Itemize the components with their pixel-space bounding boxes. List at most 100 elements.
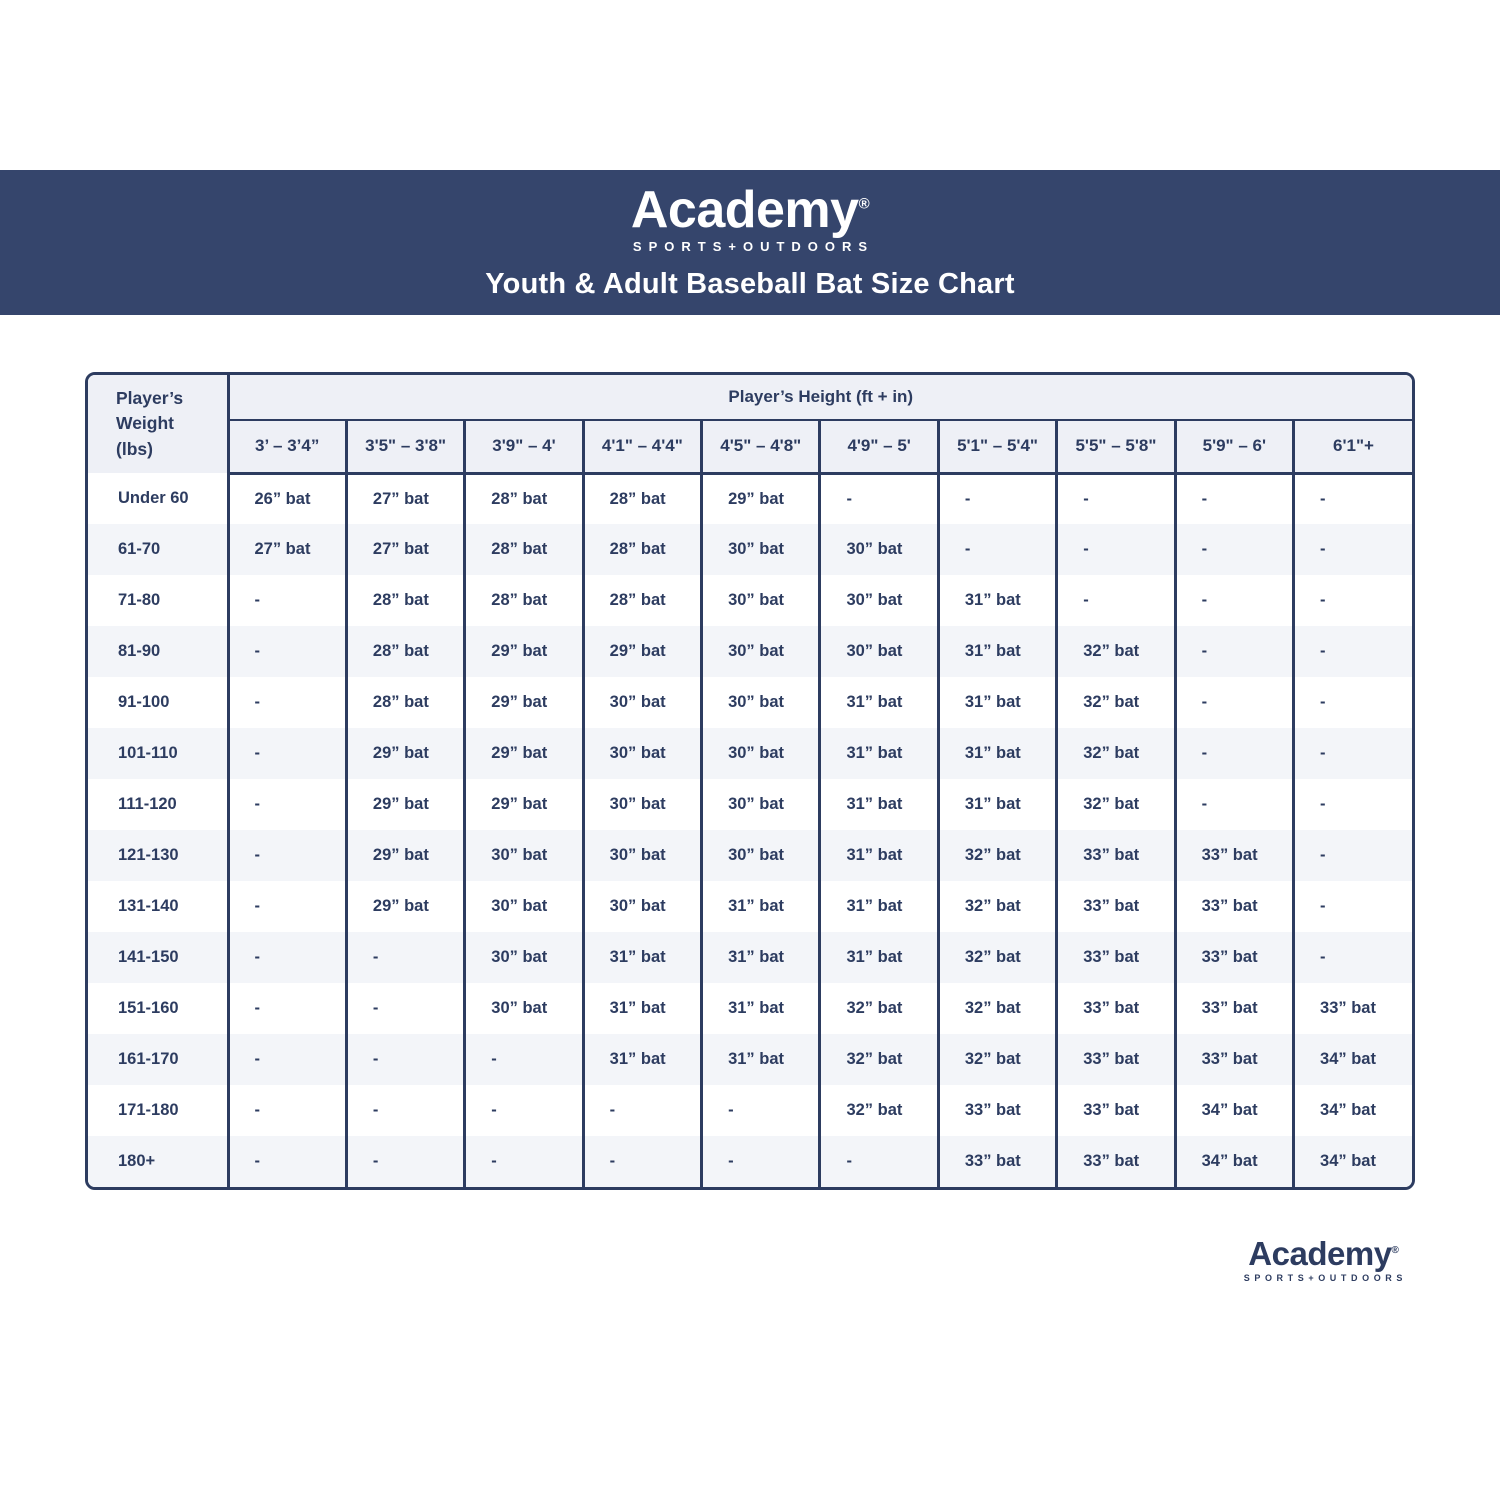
bat-size-cell: 31” bat	[936, 575, 1057, 626]
height-group-header: Player’s Height (ft + in)	[226, 375, 1412, 421]
footer-registered-mark: ®	[1391, 1245, 1399, 1256]
academy-wordmark: Academy®	[630, 181, 870, 239]
footer-academy-wordmark: Academy®	[1248, 1235, 1399, 1272]
bat-size-cell: -	[226, 881, 347, 932]
bat-size-cell: 31” bat	[936, 779, 1057, 830]
bat-size-cell: 33” bat	[1173, 1034, 1294, 1085]
bat-size-cell: 33” bat	[1055, 830, 1176, 881]
table-row: 161-170- - -31” bat 31” bat 32” bat 32” bat 33…	[88, 1034, 1412, 1085]
bat-size-cell: -	[226, 830, 347, 881]
bat-size-cell: 32” bat	[1055, 728, 1176, 779]
height-column-header: 4'1" – 4'4"	[581, 420, 702, 475]
bat-size-cell: 32” bat	[1055, 626, 1176, 677]
bat-size-cell: -	[226, 728, 347, 779]
bat-size-cell: -	[463, 1034, 584, 1085]
height-column-header: 4'9" – 5'	[818, 420, 939, 475]
bat-size-cell: 31” bat	[818, 881, 939, 932]
bat-size-cell: -	[1292, 575, 1412, 626]
bat-size-cell: 28” bat	[463, 473, 584, 524]
bat-size-cell: -	[1173, 677, 1294, 728]
bat-size-cell: 33” bat	[1055, 1085, 1176, 1136]
bat-size-cell: 33” bat	[1055, 881, 1176, 932]
bat-size-cell: 32” bat	[818, 983, 939, 1034]
bat-size-cell: 28” bat	[581, 524, 702, 575]
weight-range-label: 101-110	[88, 728, 228, 779]
bat-size-cell: 29” bat	[581, 626, 702, 677]
table-group-header-row: Player’s Weight (lbs) Player’s Height (f…	[88, 375, 1412, 473]
bat-size-cell: 27” bat	[344, 524, 465, 575]
bat-size-table: Player’s Weight (lbs) Player’s Height (f…	[88, 375, 1412, 1187]
bat-size-cell: 34” bat	[1292, 1085, 1412, 1136]
bat-size-cell: -	[1292, 524, 1412, 575]
table-row: 131-140-29” bat 30” bat 30” bat 31” bat 31” …	[88, 881, 1412, 932]
table-row: 171-180- - - - -32” bat 33” bat 33” bat 34” bat…	[88, 1085, 1412, 1136]
footer-academy-logo-subtext: SPORTS+OUTDOORS	[1243, 1273, 1407, 1283]
bat-size-cell: -	[226, 1034, 347, 1085]
weight-range-label: 81-90	[88, 626, 228, 677]
bat-size-cell: 34” bat	[1173, 1085, 1294, 1136]
bat-size-cell: 28” bat	[463, 524, 584, 575]
bat-size-cell: -	[226, 575, 347, 626]
bat-size-cell: -	[344, 1085, 465, 1136]
bat-size-cell: 31” bat	[581, 1034, 702, 1085]
table-row: 121-130-29” bat 30” bat 30” bat 30” bat 31” …	[88, 830, 1412, 881]
table-row: 101-110-29” bat 29” bat 30” bat 30” bat 31” …	[88, 728, 1412, 779]
weight-range-label: 121-130	[88, 830, 228, 881]
bat-size-cell: 30” bat	[818, 524, 939, 575]
bat-size-cell: 30” bat	[700, 524, 820, 575]
bat-size-cell: -	[1173, 524, 1294, 575]
bat-size-cell: 33” bat	[1173, 881, 1294, 932]
weight-range-label: 131-140	[88, 881, 228, 932]
height-column-header: 3'9" – 4'	[463, 420, 584, 475]
table-row: 71-80-28” bat 28” bat 28” bat 30” bat 30” ba…	[88, 575, 1412, 626]
bat-size-cell: -	[1055, 575, 1176, 626]
bat-size-cell: -	[1173, 473, 1294, 524]
bat-size-cell: 32” bat	[936, 830, 1057, 881]
bat-size-cell: -	[1173, 728, 1294, 779]
bat-size-cell: 34” bat	[1173, 1136, 1294, 1187]
bat-size-cell: 33” bat	[1055, 1034, 1176, 1085]
bat-size-cell: -	[1055, 473, 1176, 524]
height-column-header: 4'5" – 4'8"	[700, 420, 820, 475]
bat-size-cell: -	[344, 1034, 465, 1085]
bat-size-cell: 28” bat	[463, 575, 584, 626]
bat-size-cell: 30” bat	[463, 881, 584, 932]
bat-size-cell: 30” bat	[463, 983, 584, 1034]
bat-size-cell: 30” bat	[581, 728, 702, 779]
bat-size-cell: -	[226, 1085, 347, 1136]
bat-size-cell: 31” bat	[936, 626, 1057, 677]
bat-size-cell: 33” bat	[936, 1136, 1057, 1187]
bat-size-cell: 29” bat	[344, 779, 465, 830]
bat-size-cell: 32” bat	[936, 881, 1057, 932]
bat-size-cell: -	[226, 983, 347, 1034]
footer-academy-logo: Academy® SPORTS+OUTDOORS	[1240, 1237, 1407, 1283]
bat-size-cell: 28” bat	[344, 575, 465, 626]
height-column-header: 5'9" – 6'	[1173, 420, 1294, 475]
bat-size-cell: -	[818, 1136, 939, 1187]
bat-size-cell: 31” bat	[936, 728, 1057, 779]
height-column-header: 5'1" – 5'4"	[936, 420, 1057, 475]
weight-range-label: 161-170	[88, 1034, 228, 1085]
bat-size-cell: 26” bat	[226, 473, 347, 524]
weight-range-label: Under 60	[88, 473, 228, 524]
table-row: 151-160- -30” bat 31” bat 31” bat 32” bat 32”…	[88, 983, 1412, 1034]
bat-size-cell: 34” bat	[1292, 1034, 1412, 1085]
registered-mark: ®	[858, 195, 870, 213]
bat-size-cell: 28” bat	[581, 473, 702, 524]
weight-range-label: 151-160	[88, 983, 228, 1034]
header-banner: Academy® SPORTS+OUTDOORS Youth & Adult B…	[0, 170, 1500, 315]
weight-range-label: 111-120	[88, 779, 228, 830]
bat-size-cell: 28” bat	[581, 575, 702, 626]
bat-size-cell: 33” bat	[1055, 983, 1176, 1034]
bat-size-cell: 31” bat	[818, 728, 939, 779]
bat-size-cell: 30” bat	[463, 830, 584, 881]
bat-size-cell: 27” bat	[226, 524, 347, 575]
bat-size-cell: -	[1292, 677, 1412, 728]
bat-size-cell: -	[1292, 881, 1412, 932]
bat-size-cell: 28” bat	[344, 677, 465, 728]
bat-size-cell: 32” bat	[936, 1034, 1057, 1085]
weight-range-label: 61-70	[88, 524, 228, 575]
corner-header-weight: Player’s Weight (lbs)	[88, 375, 228, 473]
bat-size-cell: 30” bat	[818, 575, 939, 626]
bat-size-cell: 30” bat	[581, 677, 702, 728]
